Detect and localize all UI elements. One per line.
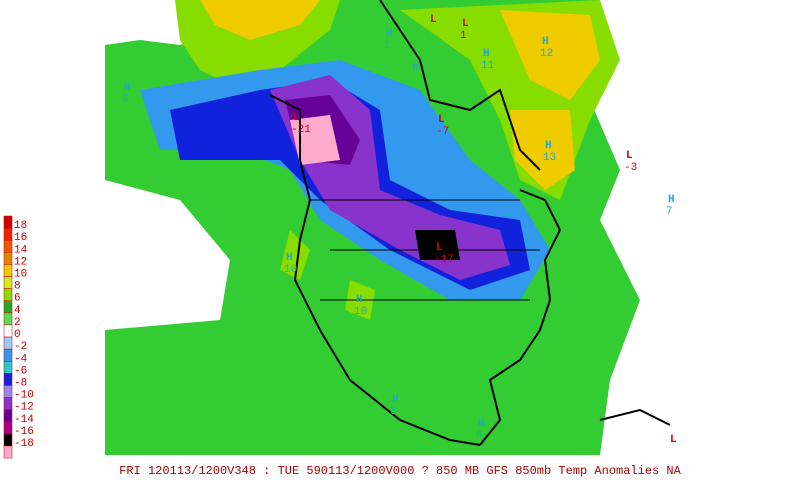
legend-swatch [3, 445, 13, 459]
center-mark: H [124, 82, 131, 94]
legend-label: 4 [14, 305, 21, 317]
coast [379, 0, 541, 171]
legend-swatch [3, 348, 13, 362]
center-value: 1 [384, 40, 391, 52]
anomaly-warm [280, 230, 375, 320]
legend-swatch [3, 421, 13, 435]
center-mark: L [462, 18, 469, 30]
center-value: 6 [476, 430, 483, 442]
caption: FRI 120113/1200V348 : TUE 590113/1200V00… [119, 464, 681, 478]
legend-swatch [3, 385, 13, 398]
legend-swatch [3, 397, 13, 410]
anomaly-zero [105, 180, 230, 330]
center-value: 7 [666, 206, 673, 218]
center-value: 10 [354, 306, 367, 318]
legend-swatch [3, 336, 13, 350]
center-mark: H [412, 62, 419, 74]
legend-swatch [3, 433, 13, 447]
center-mark: L [438, 114, 445, 126]
legend-swatch [3, 300, 13, 314]
legend-label: 16 [14, 232, 27, 244]
legend-label: 18 [14, 220, 27, 232]
center-mark: H [478, 418, 485, 430]
center-value: 5 [122, 94, 129, 106]
center-value: -3 [624, 162, 637, 174]
center-mark: L [436, 242, 443, 254]
legend-swatch [3, 252, 13, 265]
center-mark: H [545, 140, 552, 152]
coast [269, 94, 481, 446]
anomaly-warm [500, 10, 600, 100]
center-value: 8 [390, 406, 397, 418]
coast [479, 189, 562, 446]
legend-label: -10 [14, 390, 34, 402]
center-value: 13 [543, 152, 556, 164]
center-mark: H [356, 294, 363, 306]
center-mark: L [430, 14, 437, 26]
legend-swatch [3, 264, 13, 277]
legend-label: 8 [14, 281, 21, 293]
legend-swatch [3, 324, 13, 338]
legend-label: 10 [14, 269, 27, 281]
center-mark: H [542, 36, 549, 48]
legend-label: -14 [14, 414, 34, 426]
legend-swatch [3, 288, 13, 301]
center-mark: L [293, 112, 300, 124]
coastlines [269, 0, 671, 446]
legend-label: -6 [14, 365, 27, 377]
center-mark: L [670, 434, 677, 446]
coast [599, 408, 671, 426]
legend-label: 2 [14, 317, 21, 329]
center-value: 11 [481, 60, 495, 72]
borders [310, 199, 540, 301]
anomaly-warm [200, 0, 320, 40]
center-value: -7 [436, 126, 449, 138]
legend-label: -8 [14, 377, 27, 389]
center-value: -21 [291, 124, 311, 136]
anomaly-warm [510, 110, 575, 190]
center-mark: H [483, 48, 490, 60]
legend-swatch [3, 215, 13, 229]
legend-label: -18 [14, 438, 34, 450]
center-value: 1 [460, 30, 467, 42]
legend-label: 0 [14, 329, 21, 341]
legend-swatch [3, 361, 13, 374]
center-mark: H [386, 28, 393, 40]
center-mark: H [392, 394, 399, 406]
legend-swatch [3, 276, 13, 289]
legend-swatch [3, 239, 13, 253]
legend-label: 12 [14, 256, 27, 268]
anomaly-cold [415, 230, 460, 260]
legend-swatch [3, 409, 13, 423]
legend-label: -2 [14, 341, 27, 353]
legend-label: -4 [14, 353, 28, 365]
center-value: 12 [540, 48, 553, 60]
legend-label: 6 [14, 293, 21, 305]
anomaly-cold [290, 115, 340, 165]
center-value: 10 [284, 264, 297, 276]
anomaly-zero [590, 0, 695, 455]
legend-swatch [3, 373, 13, 386]
center-mark: H [286, 252, 293, 264]
legend-swatch [3, 227, 13, 241]
center-value: -17 [434, 254, 454, 266]
legend-label: -12 [14, 402, 34, 414]
center-mark: L [626, 150, 633, 162]
legend-label: -16 [14, 426, 34, 438]
legend-label: 14 [14, 244, 28, 256]
center-mark: H [668, 194, 675, 206]
legend-swatch [3, 312, 13, 326]
